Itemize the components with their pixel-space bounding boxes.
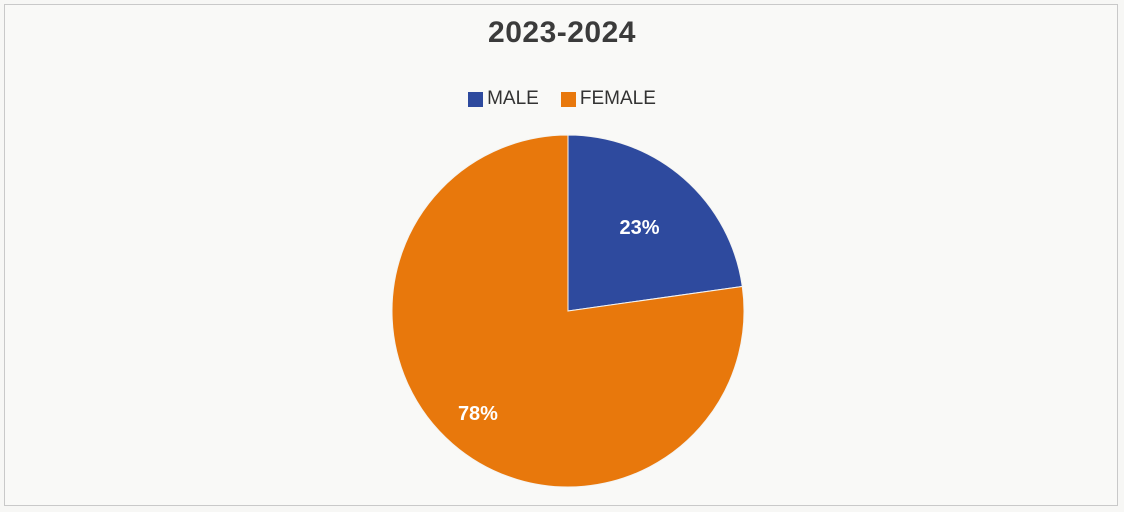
chart-title: 2023-2024 (488, 16, 636, 49)
pie-data-labels: 23% 78% (458, 217, 660, 425)
data-label-male: 23% (620, 217, 660, 239)
data-label-female: 78% (458, 403, 498, 425)
legend-label-female: FEMALE (579, 88, 656, 109)
legend-label-male: MALE (487, 88, 539, 109)
chart-legend: MALE FEMALE (0, 88, 1124, 110)
legend-swatch-female (560, 91, 576, 107)
pie-slices (391, 134, 745, 488)
legend-swatch-male (468, 91, 484, 107)
pie-slice-female (391, 134, 745, 488)
legend-item-female: FEMALE (560, 88, 656, 110)
pie-slice-male (567, 134, 743, 312)
legend-item-male: MALE (468, 88, 539, 110)
